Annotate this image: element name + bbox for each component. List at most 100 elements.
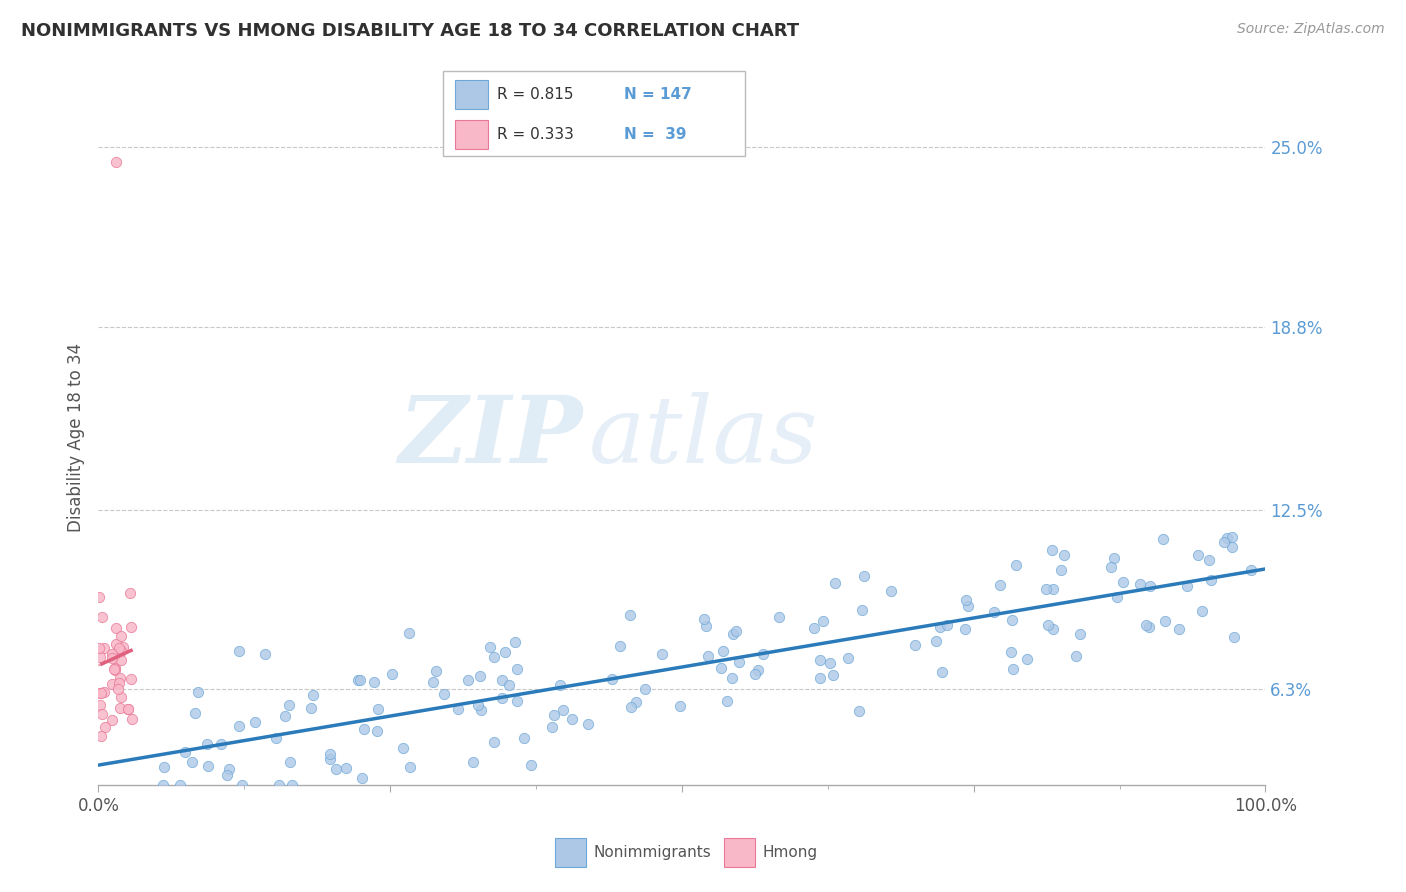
Point <box>716 694 738 708</box>
Point <box>180 755 202 769</box>
Point <box>1212 535 1234 549</box>
Point <box>1042 622 1064 636</box>
Point <box>837 651 859 665</box>
Point <box>89 685 111 699</box>
Point <box>90 729 112 743</box>
Point <box>609 640 631 654</box>
Point <box>600 672 623 686</box>
Point <box>752 647 775 661</box>
Point <box>117 702 139 716</box>
Point <box>561 712 583 726</box>
Point <box>399 760 422 774</box>
Point <box>1036 618 1059 632</box>
Point <box>1049 563 1071 577</box>
Point <box>479 640 502 654</box>
Point <box>93 641 115 656</box>
Point <box>848 704 870 718</box>
Point <box>811 614 834 628</box>
Point <box>1191 604 1213 618</box>
Point <box>104 663 127 677</box>
Point <box>1137 620 1160 634</box>
Point <box>398 626 420 640</box>
Point <box>281 778 304 792</box>
Point <box>267 778 290 792</box>
Point <box>105 621 128 635</box>
Point <box>433 687 456 701</box>
Point <box>110 690 132 704</box>
Text: N = 147: N = 147 <box>624 87 692 102</box>
Point <box>325 762 347 776</box>
Point <box>381 667 404 681</box>
Point <box>117 702 139 716</box>
Point <box>392 741 415 756</box>
Point <box>1129 577 1152 591</box>
Point <box>808 672 831 686</box>
Point <box>278 755 301 769</box>
Point <box>541 720 564 734</box>
Point <box>110 672 132 686</box>
Point <box>1035 582 1057 597</box>
FancyBboxPatch shape <box>456 80 488 110</box>
Point <box>747 663 769 677</box>
Point <box>498 678 520 692</box>
FancyBboxPatch shape <box>456 120 488 149</box>
Point <box>576 717 599 731</box>
Point <box>425 664 447 678</box>
Point <box>422 675 444 690</box>
Point <box>1153 614 1175 628</box>
Point <box>197 758 219 772</box>
Point <box>494 645 516 659</box>
Point <box>100 677 122 691</box>
Point <box>121 712 143 726</box>
Point <box>620 699 643 714</box>
Point <box>810 653 832 667</box>
Point <box>506 662 529 676</box>
Point <box>152 778 174 792</box>
Point <box>482 734 505 748</box>
Point <box>1240 562 1263 576</box>
Point <box>1199 573 1222 587</box>
Point <box>278 698 301 713</box>
Point <box>484 649 506 664</box>
Point <box>904 638 927 652</box>
Point <box>108 641 131 656</box>
Point <box>824 576 846 591</box>
Point <box>363 675 385 690</box>
Point <box>254 647 277 661</box>
Point <box>1042 582 1064 596</box>
Point <box>103 662 125 676</box>
Point <box>120 673 142 687</box>
Point <box>1152 532 1174 546</box>
Point <box>103 649 125 664</box>
Point <box>366 723 388 738</box>
Point <box>520 757 543 772</box>
Point <box>174 745 197 759</box>
Point <box>90 706 112 721</box>
Point <box>101 650 124 665</box>
Point <box>217 768 239 782</box>
Text: N =  39: N = 39 <box>624 128 686 143</box>
Point <box>1198 552 1220 566</box>
Point <box>548 678 571 692</box>
Point <box>669 698 692 713</box>
Point <box>697 648 720 663</box>
Point <box>187 685 209 699</box>
Point <box>821 668 844 682</box>
Point <box>302 688 325 702</box>
Point <box>1112 575 1135 590</box>
Point <box>543 707 565 722</box>
Point <box>551 703 574 717</box>
Point <box>1135 618 1157 632</box>
Point <box>651 647 673 661</box>
Point <box>87 590 110 604</box>
Point <box>1223 630 1246 644</box>
Point <box>353 722 375 736</box>
Point <box>744 667 766 681</box>
Point <box>349 673 371 687</box>
Point <box>880 584 903 599</box>
Point <box>634 682 657 697</box>
Point <box>803 621 825 635</box>
Point <box>1005 558 1028 573</box>
Point <box>506 694 529 708</box>
Point <box>1064 648 1087 663</box>
